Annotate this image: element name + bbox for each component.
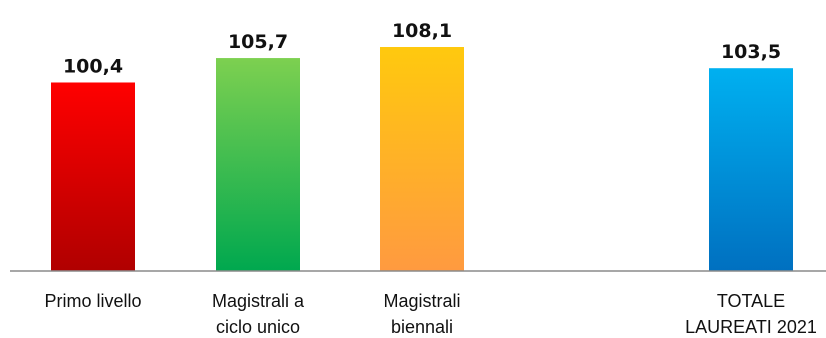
category-label-1: Primo livello bbox=[44, 291, 141, 311]
bar-3 bbox=[380, 47, 464, 271]
data-label-2: 105,7 bbox=[228, 31, 288, 53]
bar-2 bbox=[216, 58, 300, 271]
category-label-line: ciclo unico bbox=[216, 317, 300, 337]
labels: 100,4 Primo livello 105,7 Magistrali a ciclo… bbox=[44, 20, 816, 337]
bars bbox=[51, 47, 793, 271]
bar-1 bbox=[51, 82, 135, 271]
data-label-1: 100,4 bbox=[63, 55, 123, 77]
category-label-line: Magistrali bbox=[383, 291, 460, 311]
category-label-2: Magistrali a ciclo unico bbox=[212, 291, 305, 337]
category-label-line: biennali bbox=[391, 317, 453, 337]
category-label-line: TOTALE bbox=[717, 291, 785, 311]
data-label-4: 103,5 bbox=[721, 41, 781, 63]
category-label-line: Primo livello bbox=[44, 291, 141, 311]
category-label-3: Magistrali biennali bbox=[383, 291, 460, 337]
data-label-3: 108,1 bbox=[392, 20, 452, 42]
category-label-4: TOTALE LAUREATI 2021 bbox=[685, 291, 817, 337]
bar-4 bbox=[709, 68, 793, 271]
category-label-line: LAUREATI 2021 bbox=[685, 317, 817, 337]
category-label-line: Magistrali a bbox=[212, 291, 305, 311]
